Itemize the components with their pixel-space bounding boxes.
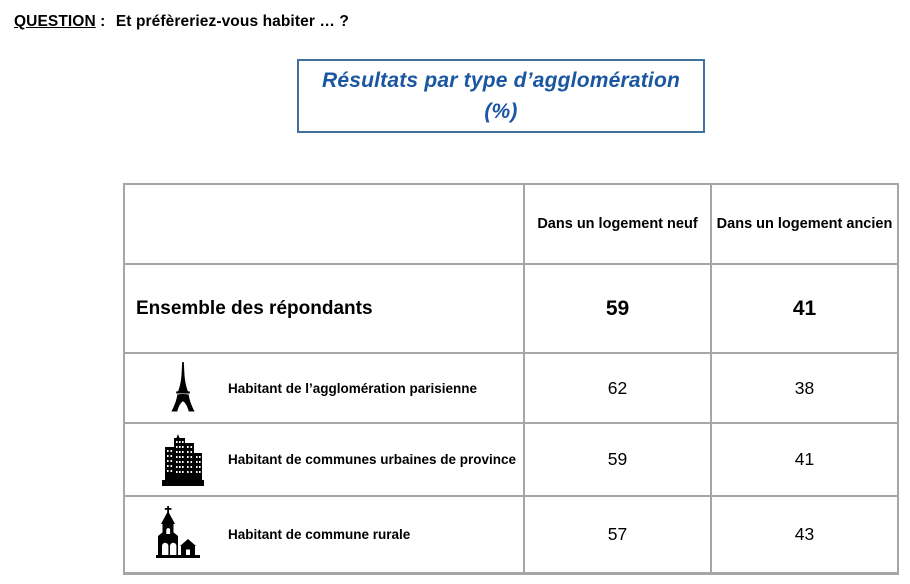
question-colon: :	[95, 13, 106, 30]
results-table-grid: Dans un logement neuf Dans un logement a…	[123, 183, 899, 575]
table-row-urban: Habitant de communes urbaines de provinc…	[123, 422, 899, 497]
row-label-paris: Habitant de l’agglomération parisienne	[228, 380, 478, 396]
question-line: QUESTION : Et préfèreriez-vous habiter ……	[14, 13, 349, 31]
eiffel-tower-icon	[153, 362, 213, 414]
table-row-ensemble: Ensemble des répondants 59 41	[123, 263, 899, 354]
column-header-ancien: Dans un logement ancien	[710, 183, 899, 265]
table-row-paris: Habitant de l’agglomération parisienne 6…	[123, 352, 899, 424]
results-title-unit: (%)	[484, 100, 518, 123]
value-rural-neuf: 57	[523, 495, 712, 575]
value-ensemble-neuf: 59	[523, 263, 712, 354]
question-text: Et préfèreriez-vous habiter … ?	[115, 13, 349, 30]
value-rural-ancien: 43	[710, 495, 899, 575]
row-label-ensemble: Ensemble des répondants	[123, 263, 525, 354]
row-label-cell-rural: Habitant de commune rurale	[123, 495, 525, 575]
results-table: Dans un logement neuf Dans un logement a…	[123, 183, 899, 575]
results-title: Résultats par type d’agglomération	[321, 69, 681, 92]
value-paris-neuf: 62	[523, 352, 712, 424]
question-keyword: QUESTION	[14, 13, 96, 30]
value-ensemble-ancien: 41	[710, 263, 899, 354]
row-label-rural: Habitant de commune rurale	[228, 526, 411, 542]
row-label-cell-urban: Habitant de communes urbaines de provinc…	[123, 422, 525, 497]
value-urban-neuf: 59	[523, 422, 712, 497]
value-urban-ancien: 41	[710, 422, 899, 497]
row-label-cell-paris: Habitant de l’agglomération parisienne	[123, 352, 525, 424]
value-paris-ancien: 38	[710, 352, 899, 424]
city-buildings-icon	[153, 433, 213, 486]
column-header-neuf: Dans un logement neuf	[523, 183, 712, 265]
rural-church-icon	[153, 506, 213, 562]
row-label-urban: Habitant de communes urbaines de provinc…	[228, 452, 517, 467]
table-row-rural: Habitant de commune rurale 57 43	[123, 495, 899, 575]
header-row: Dans un logement neuf Dans un logement a…	[123, 183, 899, 265]
header-spacer	[123, 183, 525, 265]
results-title-box: Résultats par type d’agglomération (%)	[297, 59, 705, 133]
